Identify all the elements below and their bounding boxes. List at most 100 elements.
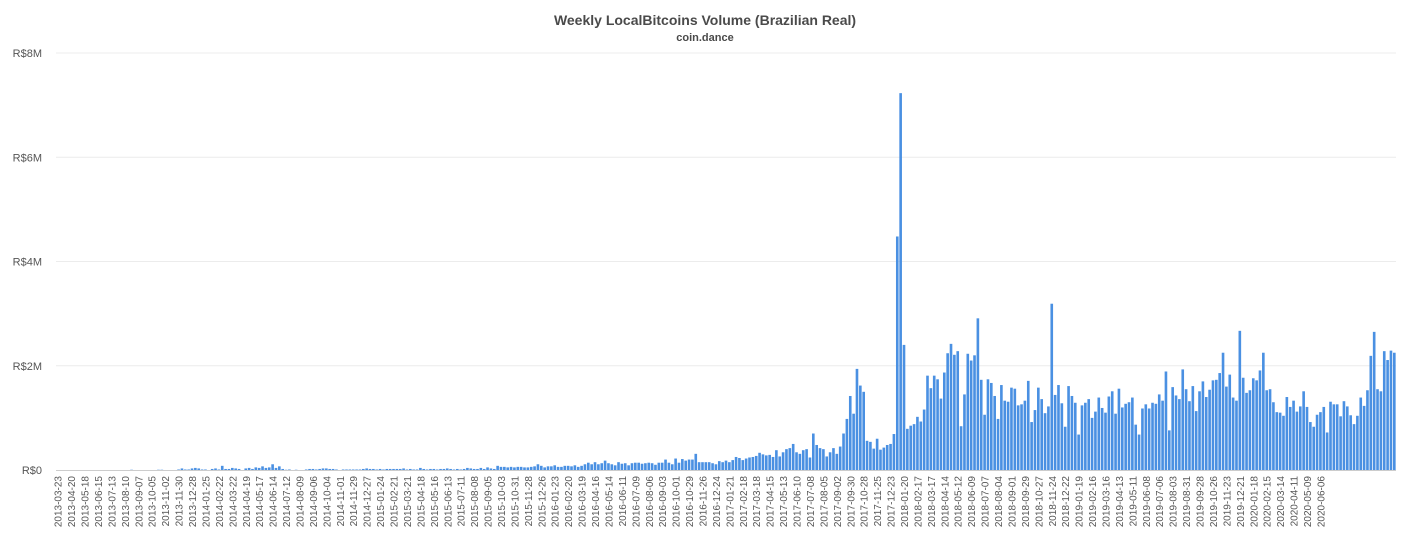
bar[interactable] xyxy=(244,468,248,470)
bar[interactable] xyxy=(392,468,395,470)
bar[interactable] xyxy=(842,433,845,470)
bar[interactable] xyxy=(892,434,896,470)
bar[interactable] xyxy=(331,468,335,470)
bar[interactable] xyxy=(388,468,392,470)
bar[interactable] xyxy=(1181,369,1185,470)
bar[interactable] xyxy=(1339,416,1342,470)
bar[interactable] xyxy=(556,466,560,470)
bar[interactable] xyxy=(1251,378,1255,470)
bar[interactable] xyxy=(751,456,755,470)
bar[interactable] xyxy=(634,462,637,470)
bar[interactable] xyxy=(476,468,479,470)
bar[interactable] xyxy=(278,466,281,470)
bar[interactable] xyxy=(1345,406,1349,470)
bar[interactable] xyxy=(469,468,473,470)
bar[interactable] xyxy=(560,466,563,470)
bar[interactable] xyxy=(936,379,939,470)
bar[interactable] xyxy=(449,468,452,470)
bar[interactable] xyxy=(922,409,926,470)
bar[interactable] xyxy=(573,465,577,470)
bar[interactable] xyxy=(1288,406,1292,470)
bar[interactable] xyxy=(738,458,741,470)
bar[interactable] xyxy=(966,353,970,470)
bar[interactable] xyxy=(180,468,184,470)
bar[interactable] xyxy=(1094,411,1097,470)
bar[interactable] xyxy=(969,360,973,470)
bar[interactable] xyxy=(613,465,617,470)
bar[interactable] xyxy=(288,469,291,470)
bar[interactable] xyxy=(1023,400,1027,470)
bar[interactable] xyxy=(1131,397,1134,470)
bar[interactable] xyxy=(462,468,466,470)
bar[interactable] xyxy=(1013,388,1017,470)
bar[interactable] xyxy=(1016,405,1020,470)
bar[interactable] xyxy=(1003,400,1007,470)
bar[interactable] xyxy=(1285,397,1289,470)
bar[interactable] xyxy=(929,388,933,470)
bar[interactable] xyxy=(583,464,587,470)
bar[interactable] xyxy=(1382,351,1386,470)
bar[interactable] xyxy=(1070,395,1074,470)
bar[interactable] xyxy=(993,395,996,470)
bar[interactable] xyxy=(879,449,882,470)
bar[interactable] xyxy=(365,468,368,470)
bar[interactable] xyxy=(1164,371,1168,470)
bar[interactable] xyxy=(906,428,909,470)
bar[interactable] xyxy=(1057,385,1060,470)
bar[interactable] xyxy=(580,465,583,470)
bar[interactable] xyxy=(912,424,916,470)
bar[interactable] xyxy=(832,448,835,470)
bar[interactable] xyxy=(1204,397,1208,470)
bar[interactable] xyxy=(1376,389,1379,470)
bar[interactable] xyxy=(546,466,550,470)
bar[interactable] xyxy=(1184,389,1188,470)
bar[interactable] xyxy=(707,462,711,470)
bar[interactable] xyxy=(1026,380,1030,470)
bar[interactable] xyxy=(314,469,318,470)
bar[interactable] xyxy=(1151,402,1154,470)
bar[interactable] xyxy=(593,462,597,470)
bar[interactable] xyxy=(1322,406,1326,470)
bar[interactable] xyxy=(321,468,325,470)
bar[interactable] xyxy=(445,468,449,470)
bar[interactable] xyxy=(348,469,352,470)
bar[interactable] xyxy=(791,443,795,470)
bar[interactable] xyxy=(200,469,204,470)
bar[interactable] xyxy=(657,462,661,470)
bar[interactable] xyxy=(990,382,993,470)
bar[interactable] xyxy=(1030,422,1033,470)
bar[interactable] xyxy=(368,468,372,470)
bar[interactable] xyxy=(257,467,261,470)
bar[interactable] xyxy=(731,460,735,470)
bar[interactable] xyxy=(466,467,469,470)
bar[interactable] xyxy=(754,455,758,470)
bar[interactable] xyxy=(442,468,446,470)
bar[interactable] xyxy=(670,464,674,470)
bar[interactable] xyxy=(432,468,436,470)
bar[interactable] xyxy=(711,463,714,470)
bar[interactable] xyxy=(1312,426,1316,470)
bar[interactable] xyxy=(214,468,217,470)
bar[interactable] xyxy=(681,459,684,470)
bar[interactable] xyxy=(1050,303,1054,470)
bar[interactable] xyxy=(775,450,778,470)
bar[interactable] xyxy=(1386,360,1389,470)
bar[interactable] xyxy=(304,469,308,470)
bar[interactable] xyxy=(607,463,610,470)
bar[interactable] xyxy=(516,466,520,470)
bar[interactable] xyxy=(234,468,237,470)
bar[interactable] xyxy=(815,444,818,470)
bar[interactable] xyxy=(251,468,254,470)
bar[interactable] xyxy=(865,440,869,470)
bar[interactable] xyxy=(684,460,688,470)
bar[interactable] xyxy=(667,462,671,470)
bar[interactable] xyxy=(889,443,892,470)
bar[interactable] xyxy=(1332,404,1336,470)
bar[interactable] xyxy=(456,468,459,470)
bar[interactable] xyxy=(529,466,533,470)
bar[interactable] xyxy=(261,466,264,470)
bar[interactable] xyxy=(177,469,180,470)
bar[interactable] xyxy=(1265,390,1269,470)
bar[interactable] xyxy=(1006,401,1010,470)
bar[interactable] xyxy=(976,318,980,470)
